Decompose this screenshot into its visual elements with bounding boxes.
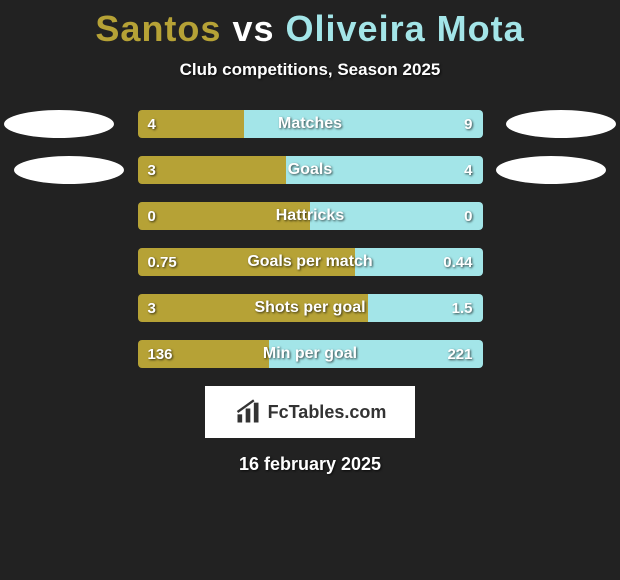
bar-right [368,294,483,322]
bar-right [269,340,483,368]
bar-left [138,248,355,276]
player2-badge-bottom [496,156,606,184]
date-text: 16 february 2025 [0,454,620,475]
brand-text: FcTables.com [268,402,387,423]
bar-left [138,202,311,230]
stat-row: 136221Min per goal [138,340,483,368]
subtitle: Club competitions, Season 2025 [0,60,620,80]
player1-name: Santos [95,8,221,49]
stat-row: 49Matches [138,110,483,138]
stat-row: 31.5Shots per goal [138,294,483,322]
bar-right [355,248,483,276]
bar-left [138,156,286,184]
bar-right [310,202,483,230]
page-title: Santos vs Oliveira Mota [0,0,620,50]
brand-box: FcTables.com [205,386,415,438]
stat-row: 34Goals [138,156,483,184]
bar-right [244,110,483,138]
chart-icon [234,398,262,426]
player1-badge-bottom [14,156,124,184]
bar-left [138,340,269,368]
player2-badge-top [506,110,616,138]
vs-text: vs [232,8,274,49]
player2-name: Oliveira Mota [286,8,525,49]
stat-row: 00Hattricks [138,202,483,230]
player1-badge-top [4,110,114,138]
bar-left [138,294,368,322]
stat-row: 0.750.44Goals per match [138,248,483,276]
bar-left [138,110,244,138]
chart-stage: 49Matches 34Goals 00Hattricks 0.750.44Goals… [0,110,620,368]
bar-right [286,156,483,184]
bars-container: 49Matches 34Goals 00Hattricks 0.750.44Goals… [138,110,483,368]
